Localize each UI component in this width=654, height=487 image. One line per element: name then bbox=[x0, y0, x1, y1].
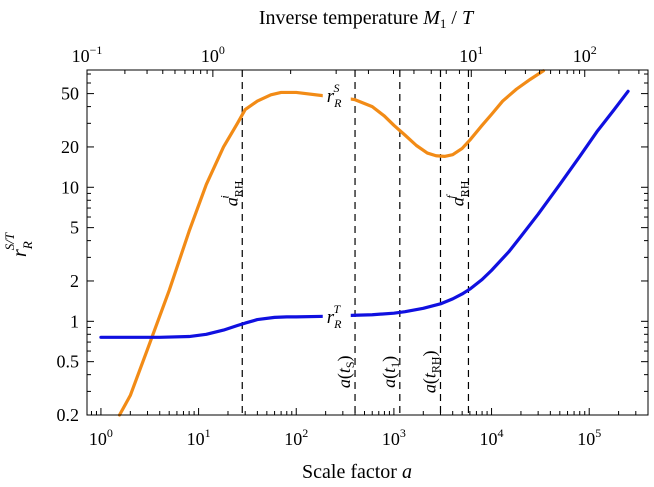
reference-line-label: aRHf bbox=[443, 180, 471, 206]
y-tick-label: 50 bbox=[61, 84, 79, 104]
reference-line-label-text: aRHi bbox=[217, 180, 245, 206]
x-tick-label: 101 bbox=[187, 426, 211, 449]
x-tick-label: 103 bbox=[382, 426, 406, 449]
reference-line-label-text: a(tRH) bbox=[419, 350, 442, 393]
reference-line-label: a(t1) bbox=[379, 356, 402, 388]
y-tick-label: 0.2 bbox=[57, 405, 80, 425]
reference-line-label: a(tS) bbox=[334, 355, 357, 388]
y-tick-label: 20 bbox=[61, 137, 79, 157]
x-tick-label: 105 bbox=[577, 426, 601, 449]
y-tick-label: 10 bbox=[61, 177, 79, 197]
reference-line-label: a(tRH) bbox=[419, 350, 442, 393]
x-tick-label: 102 bbox=[284, 426, 308, 449]
reference-line-label: aRHi bbox=[217, 180, 245, 206]
y-tick-label: 1 bbox=[70, 311, 79, 331]
x-tick-label: 104 bbox=[480, 426, 504, 449]
plot-lines bbox=[99, 69, 630, 417]
plot-frame bbox=[86, 69, 649, 416]
y-tick-label: 2 bbox=[70, 271, 79, 291]
y-tick-label: 5 bbox=[70, 218, 79, 238]
top-tick-label: 102 bbox=[573, 43, 597, 66]
x-axis-label: Scale factor a bbox=[302, 461, 412, 483]
top-tick-label: 10−1 bbox=[72, 43, 103, 66]
top-tick-label: 100 bbox=[201, 43, 225, 66]
reference-line-label-text: aRHf bbox=[443, 180, 471, 206]
reference-line-label-text: a(tS) bbox=[334, 355, 357, 388]
y-axis-label-text: rRS/T bbox=[2, 232, 35, 257]
series-line bbox=[117, 69, 546, 417]
series-line bbox=[99, 89, 630, 339]
top-tick-label: 101 bbox=[459, 43, 483, 66]
reference-line-label-text: a(t1) bbox=[379, 356, 402, 388]
plot-frame-border bbox=[86, 69, 649, 416]
curve-label-background bbox=[322, 299, 351, 330]
chart-title: Inverse temperature M1 / T bbox=[259, 7, 475, 31]
curve-label: rRT bbox=[327, 302, 342, 331]
x-tick-label: 100 bbox=[89, 426, 113, 449]
y-tick-label: 0.5 bbox=[57, 352, 80, 372]
curve-label-background bbox=[322, 78, 351, 109]
curve-label: rRS bbox=[327, 81, 342, 110]
y-axis-label: rRS/T bbox=[2, 232, 35, 257]
